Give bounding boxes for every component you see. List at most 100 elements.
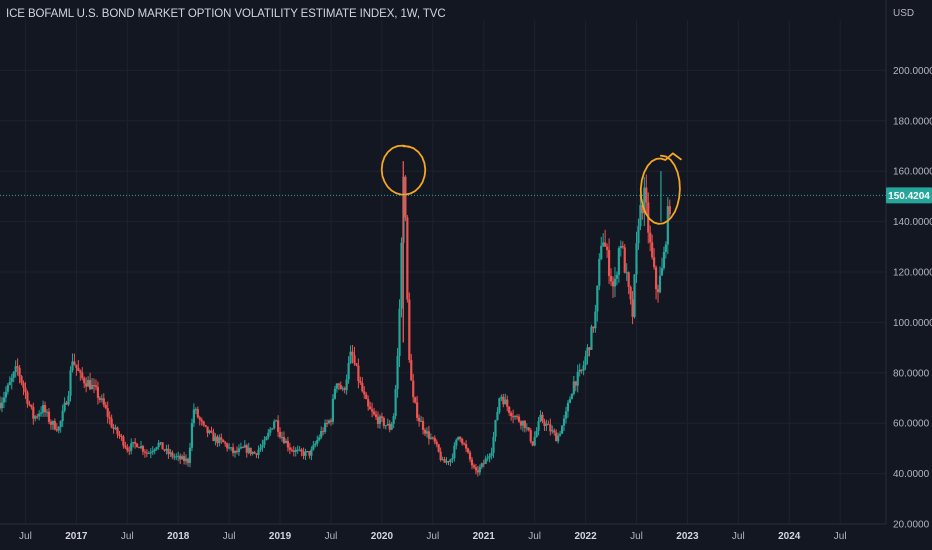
candle-body <box>625 272 628 274</box>
y-tick-label: 80.0000 <box>893 368 930 379</box>
x-tick-label: 2020 <box>371 531 394 542</box>
candle-body <box>22 382 25 388</box>
candle-body <box>478 467 481 473</box>
candle-body <box>602 242 605 246</box>
price-axis[interactable]: 200.0000 180.0000 160.0000 140.0000 120.0000… <box>885 0 932 531</box>
candle-body <box>241 447 244 449</box>
candle-body <box>296 449 299 451</box>
candle-body <box>594 311 597 329</box>
grid-lines <box>0 20 886 525</box>
y-tick-label: 160.0000 <box>893 167 932 178</box>
candle-body <box>181 456 184 460</box>
candle-body <box>627 272 630 287</box>
candle-body <box>233 450 237 453</box>
candle-body <box>298 449 301 451</box>
candle-body <box>188 447 192 463</box>
candle-body <box>0 402 4 409</box>
last-price-badge: 150.4204 <box>886 187 932 204</box>
candle-body <box>633 274 636 317</box>
candle-body <box>365 394 368 400</box>
candle-body <box>34 416 37 419</box>
candle-body <box>110 418 113 428</box>
candle-body <box>182 456 186 462</box>
x-tick-label: Jul <box>426 531 439 542</box>
x-tick-label: Jul <box>121 531 134 542</box>
candle-body <box>302 451 305 456</box>
candle-body <box>184 458 188 462</box>
candle-body <box>278 431 282 438</box>
candle-body <box>527 427 530 431</box>
candle-body <box>208 430 211 433</box>
candle-body <box>231 447 235 453</box>
candle-body <box>513 416 517 418</box>
candle-body <box>229 447 233 449</box>
candle-body <box>606 246 609 250</box>
candle-body <box>280 436 284 438</box>
candle-body <box>265 437 268 441</box>
time-axis[interactable]: Jul 2017 Jul 2018 Jul 2019 Jul 2020 Jul 2021 Jul 20… <box>0 523 886 542</box>
candle-body <box>228 447 231 449</box>
candle-body <box>204 424 207 427</box>
candle-body <box>114 427 117 429</box>
candle-body <box>398 308 401 357</box>
candle-body <box>139 446 143 448</box>
candle-body <box>592 326 595 329</box>
candle-body <box>306 451 309 453</box>
candle-body <box>635 243 638 275</box>
x-tick-label: 2017 <box>65 531 88 542</box>
candle-body <box>369 406 372 410</box>
candle-body <box>92 385 96 387</box>
currency-label: USD <box>893 8 915 19</box>
candle-body <box>457 436 460 440</box>
candle-body <box>386 423 389 426</box>
candle-body <box>623 247 626 273</box>
candle-body <box>222 439 225 443</box>
candle-body <box>83 378 86 384</box>
candle-body <box>171 452 174 457</box>
candle-body <box>6 384 9 392</box>
candle-body <box>96 387 100 398</box>
candle-body <box>453 445 456 459</box>
candle-body <box>284 440 288 444</box>
candle-body <box>455 439 458 446</box>
candle-body <box>423 429 427 434</box>
candle-body <box>304 451 307 456</box>
candle-body <box>463 443 466 445</box>
candle-body <box>0 403 2 409</box>
candle-body <box>543 421 546 426</box>
candle-body <box>327 420 331 424</box>
candle-body <box>658 275 662 293</box>
candle-body <box>161 442 164 450</box>
candle-body <box>584 356 587 366</box>
candle-body <box>224 442 227 444</box>
candle-body <box>239 447 242 449</box>
y-tick-label: 180.0000 <box>893 116 932 127</box>
candle-body <box>190 423 194 448</box>
candle-body <box>202 421 205 425</box>
candle-body <box>163 449 166 451</box>
candle-body <box>275 420 278 422</box>
candle-body <box>149 452 152 454</box>
candle-body <box>562 418 566 426</box>
candle-body <box>557 435 560 442</box>
candle-body <box>347 363 350 380</box>
candle-body <box>443 459 446 463</box>
candle-body <box>249 447 252 454</box>
candle-body <box>445 461 448 463</box>
candle-body <box>71 361 74 371</box>
candle-body <box>151 451 154 453</box>
candle-body <box>439 451 442 460</box>
candle-body <box>90 385 94 390</box>
candle-body <box>102 398 105 405</box>
candle-body <box>329 420 333 422</box>
candle-body <box>4 391 7 398</box>
candle-body <box>112 427 115 429</box>
candle-body <box>251 452 254 454</box>
candle-body <box>77 367 80 371</box>
candle-body <box>16 366 19 368</box>
candle-body <box>226 443 229 449</box>
candle-body <box>198 417 201 420</box>
candle-body <box>318 437 321 440</box>
candle-body <box>186 458 190 463</box>
